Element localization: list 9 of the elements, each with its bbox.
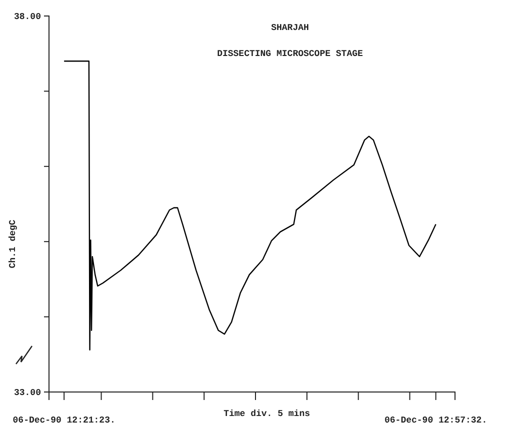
text: DISSECTING MICROSCOPE STAGE — [217, 49, 364, 59]
y-tick-label: 33.00 — [14, 388, 41, 398]
y-axis-title: Ch.1 degC — [8, 219, 18, 268]
x-tick-label: 06-Dec-90 12:57:32. — [384, 415, 488, 423]
line-series — [63, 60, 436, 350]
x-axis-title: Time div. 5 mins — [224, 409, 310, 419]
text: SHARJAH — [271, 23, 309, 33]
x-tick-label: 06-Dec-90 12:21:23. — [12, 415, 116, 423]
y-tick-label: 38.00 — [14, 12, 41, 22]
